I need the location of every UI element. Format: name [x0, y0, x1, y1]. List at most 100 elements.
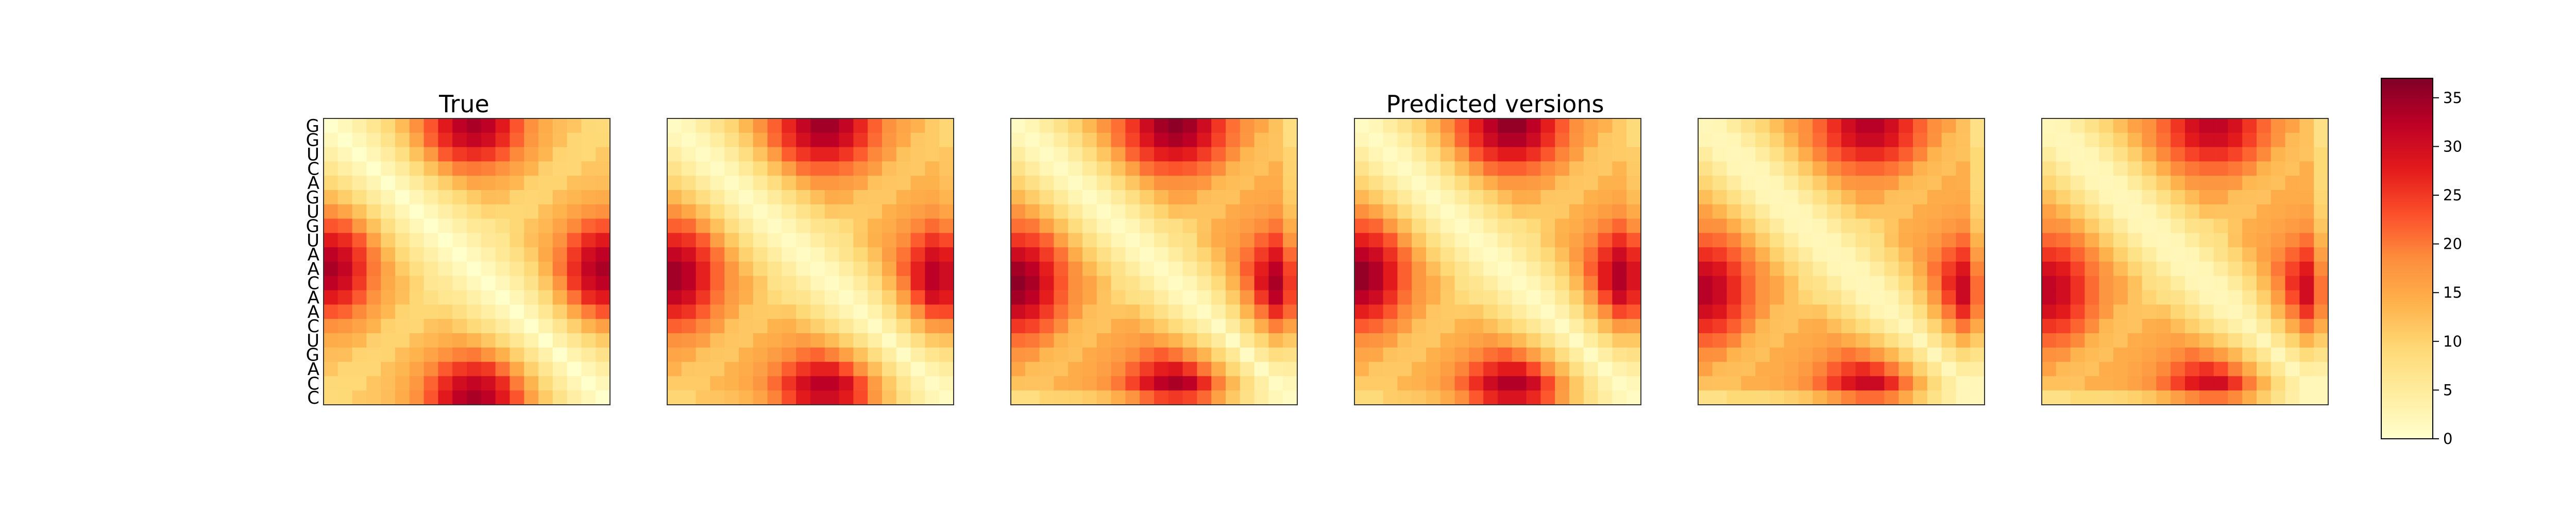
heatmap-cell: [868, 276, 883, 291]
heatmap-cell: [1770, 390, 1785, 405]
heatmap-cell: [824, 276, 840, 291]
heatmap-cell: [2084, 147, 2099, 162]
heatmap-cell: [1483, 319, 1498, 334]
heatmap-cell: [1841, 118, 1856, 133]
heatmap-cell: [481, 204, 496, 219]
heatmap-cell: [1956, 262, 1971, 277]
heatmap-cell: [1841, 176, 1856, 191]
heatmap-cell: [925, 161, 940, 176]
heatmap-cell: [1812, 290, 1827, 305]
heatmap-cell: [1784, 290, 1799, 305]
heatmap-cell: [1884, 118, 1899, 133]
heatmap-cell: [1899, 118, 1913, 133]
heatmap-cell: [1784, 147, 1799, 162]
heatmap-cell: [1555, 376, 1570, 391]
heatmap-cell: [395, 390, 410, 405]
heatmap-cell: [1197, 190, 1212, 205]
heatmap-cell: [1039, 176, 1054, 191]
heatmap-cell: [853, 333, 868, 348]
heatmap-cell: [395, 247, 410, 262]
heatmap-cell: [767, 204, 782, 219]
heatmap-cell: [2070, 176, 2085, 191]
heatmap-cell: [495, 204, 510, 219]
heatmap-cell: [352, 233, 367, 248]
heatmap-cell: [1483, 390, 1498, 405]
heatmap-cell: [1741, 247, 1756, 262]
heatmap-cell: [1068, 161, 1083, 176]
heatmap-cell: [1855, 262, 1871, 277]
heatmap-cell: [1812, 319, 1827, 334]
heatmap-cell: [1168, 362, 1183, 376]
colorbar-tick-label: 25: [2443, 186, 2462, 204]
heatmap-cell: [1140, 118, 1155, 133]
heatmap-cell: [1970, 190, 1985, 205]
heatmap-cell: [567, 319, 582, 334]
heatmap-cell: [2156, 247, 2171, 262]
heatmap-cell: [1784, 118, 1799, 133]
sequence-label: U: [307, 331, 319, 351]
heatmap-cell: [1440, 147, 1455, 162]
heatmap-cell: [1583, 161, 1599, 176]
heatmap-cell: [1039, 190, 1054, 205]
heatmap-cell: [395, 218, 410, 233]
heatmap-cell: [1626, 247, 1641, 262]
heatmap-cell: [1383, 390, 1398, 405]
heatmap-cell: [2142, 376, 2157, 391]
heatmap-cell: [1226, 290, 1241, 305]
heatmap-cell: [1741, 147, 1756, 162]
heatmap-cell: [667, 347, 682, 363]
heatmap-cell: [1841, 161, 1856, 176]
heatmap-cell: [1254, 347, 1269, 363]
heatmap-cell: [710, 376, 725, 391]
heatmap-cell: [452, 204, 467, 219]
heatmap-cell: [2113, 290, 2128, 305]
heatmap-cell: [2299, 176, 2314, 191]
heatmap-cell: [1154, 347, 1169, 363]
heatmap-cell: [467, 161, 482, 176]
heatmap-cell: [1254, 290, 1269, 305]
heatmap-cell: [1011, 304, 1026, 319]
heatmap-cell: [538, 190, 553, 205]
heatmap-cell: [1555, 161, 1570, 176]
heatmap-cell: [366, 304, 381, 319]
heatmap-cell: [2142, 132, 2157, 148]
colorbar-tick-label: 10: [2443, 333, 2462, 350]
heatmap-cell: [1168, 204, 1183, 219]
heatmap-cell: [381, 161, 396, 176]
heatmap-cell: [510, 161, 524, 176]
heatmap-cell: [1770, 218, 1785, 233]
heatmap-cell: [810, 319, 825, 334]
heatmap-cell: [1197, 161, 1212, 176]
heatmap-cell: [1426, 147, 1441, 162]
heatmap-cell: [2142, 161, 2157, 176]
heatmap-cell: [1383, 290, 1398, 305]
heatmap-cell: [925, 132, 940, 148]
heatmap-cell: [1383, 218, 1398, 233]
heatmap-cell: [1096, 304, 1112, 319]
heatmap-cell: [910, 304, 925, 319]
heatmap-cell: [381, 362, 396, 376]
heatmap-cell: [1927, 233, 1942, 248]
heatmap-cell: [1827, 304, 1842, 319]
heatmap-cell: [1068, 376, 1083, 391]
heatmap-cell: [1125, 290, 1140, 305]
heatmap-cell: [1025, 176, 1040, 191]
heatmap-cell: [1182, 204, 1197, 219]
heatmap-cell: [452, 319, 467, 334]
heatmap-cell: [1197, 362, 1212, 376]
heatmap-cell: [667, 204, 682, 219]
heatmap-cell: [1941, 262, 1956, 277]
heatmap-cell: [337, 176, 353, 191]
heatmap-cell: [409, 118, 425, 133]
heatmap-cell: [337, 276, 353, 291]
heatmap-cell: [810, 290, 825, 305]
heatmap-cell: [1583, 132, 1599, 148]
heatmap-cell: [423, 147, 438, 162]
heatmap-cell: [1283, 176, 1298, 191]
heatmap-cell: [567, 276, 582, 291]
heatmap-cell: [2228, 262, 2243, 277]
heatmap-cell: [681, 333, 697, 348]
heatmap-cell: [1970, 204, 1985, 219]
heatmap-cell: [1096, 276, 1112, 291]
colorbar-tick-label: 35: [2443, 89, 2462, 107]
